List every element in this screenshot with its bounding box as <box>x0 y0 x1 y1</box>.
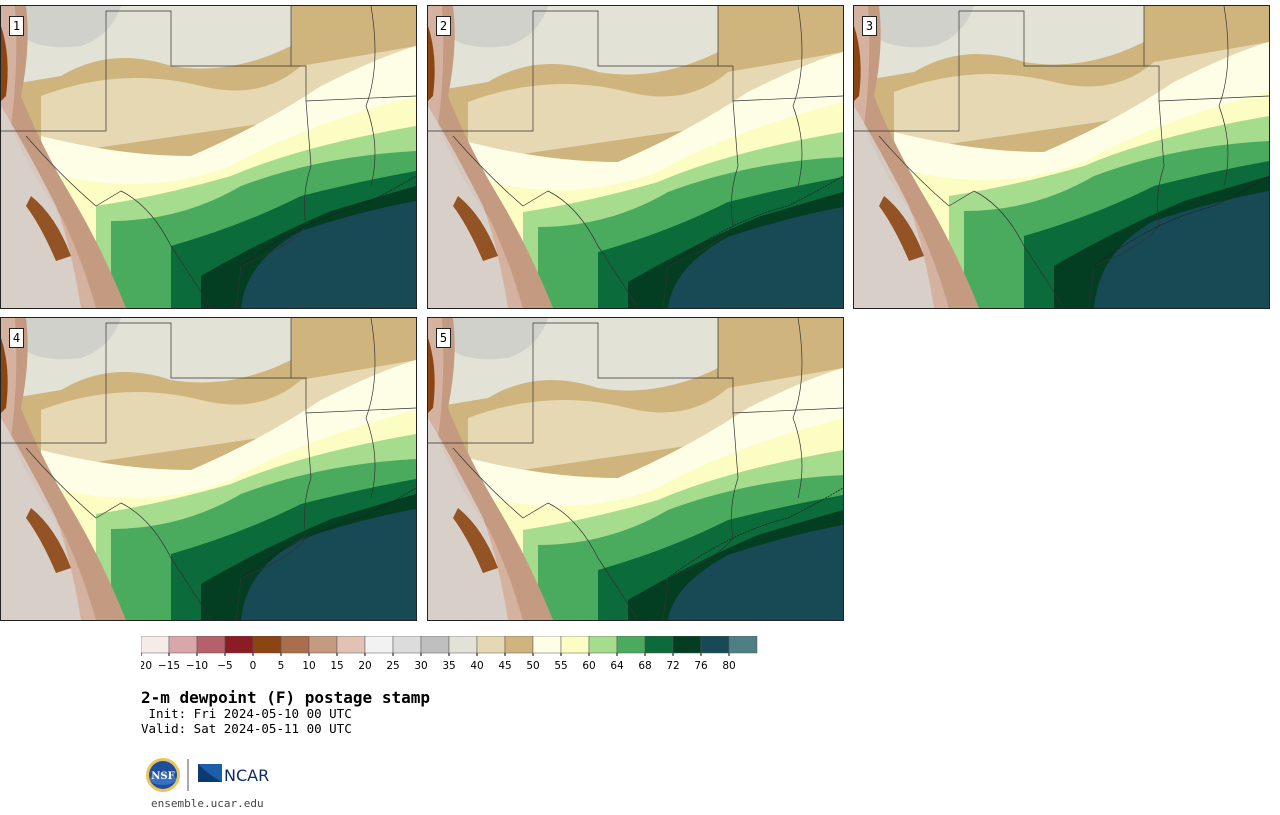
colorbar-tick-label: 72 <box>666 660 679 672</box>
colorbar-tick-label: −10 <box>186 660 208 672</box>
colorbar-bin <box>728 636 758 654</box>
dewpoint-map <box>428 6 843 308</box>
colorbar-tick-label: 40 <box>470 660 483 672</box>
colorbar-bin <box>308 636 338 654</box>
colorbar-bin <box>616 636 646 654</box>
colorbar-bin <box>392 636 422 654</box>
colorbar-tick-label: 35 <box>442 660 455 672</box>
colorbar: −20 −15 −10 −5 0 5 10 15 20 25 30 35 40 45 50 55 60 64 68 7… <box>141 636 758 672</box>
figure-title: 2-m dewpoint (F) postage stamp <box>141 688 430 707</box>
colorbar-tick-label: 15 <box>330 660 343 672</box>
panel-label: 4 <box>9 328 24 348</box>
colorbar-bin <box>672 636 702 654</box>
panel-label: 2 <box>436 16 451 36</box>
dewpoint-map <box>854 6 1269 308</box>
colorbar-bin <box>644 636 674 654</box>
colorbar-tick-label: 45 <box>498 660 511 672</box>
colorbar-bin <box>588 636 618 654</box>
colorbar-tick-label: 68 <box>638 660 651 672</box>
colorbar-tick-label: 10 <box>302 660 315 672</box>
colorbar-tick-label: 20 <box>358 660 371 672</box>
nsf-logo: NSF <box>146 758 180 792</box>
colorbar-bin <box>560 636 590 654</box>
colorbar-bin <box>700 636 730 654</box>
colorbar-tick-label: 0 <box>250 660 257 672</box>
dewpoint-map <box>1 318 416 620</box>
ncar-logo: NCAR <box>198 764 269 785</box>
colorbar-bin <box>336 636 366 654</box>
colorbar-bin <box>252 636 282 654</box>
colorbar-tick-label: 5 <box>278 660 285 672</box>
colorbar-bin <box>224 636 254 654</box>
ensemble-member-panel-1: 1 <box>0 5 417 309</box>
colorbar-bin <box>532 636 562 654</box>
colorbar-tick-label: −5 <box>217 660 232 672</box>
ensemble-member-panel-3: 3 <box>853 5 1270 309</box>
nsf-logo-text: NSF <box>151 771 174 782</box>
colorbar-bin <box>196 636 226 654</box>
valid-time: Valid: Sat 2024-05-11 00 UTC <box>141 721 352 736</box>
site-url: ensemble.ucar.edu <box>151 797 264 810</box>
ensemble-member-panel-4: 4 <box>0 317 417 621</box>
colorbar-bin <box>364 636 394 654</box>
dewpoint-map <box>428 318 843 620</box>
colorbar-tick-label: 64 <box>610 660 624 672</box>
colorbar-tick-label: 55 <box>554 660 567 672</box>
ensemble-member-panel-2: 2 <box>427 5 844 309</box>
colorbar-bin <box>476 636 506 654</box>
logos: NSF NCAR <box>146 758 269 792</box>
colorbar-tick-label: 30 <box>414 660 427 672</box>
colorbar-tick-label: 50 <box>526 660 539 672</box>
colorbar-tick-label: −20 <box>141 660 152 672</box>
panel-label: 3 <box>862 16 877 36</box>
colorbar-tick-label: 80 <box>722 660 735 672</box>
dewpoint-map <box>1 6 416 308</box>
colorbar-bin <box>141 636 170 654</box>
ensemble-member-panel-5: 5 <box>427 317 844 621</box>
colorbar-tick-label: 25 <box>386 660 399 672</box>
colorbar-bin <box>420 636 450 654</box>
ncar-logo-text: NCAR <box>224 766 269 785</box>
panel-label: 1 <box>9 16 24 36</box>
colorbar-tick-label: −15 <box>158 660 180 672</box>
colorbar-bin <box>504 636 534 654</box>
colorbar-bin <box>448 636 478 654</box>
colorbar-bin <box>168 636 198 654</box>
panel-label: 5 <box>436 328 451 348</box>
init-time: Init: Fri 2024-05-10 00 UTC <box>141 706 352 721</box>
colorbar-bin <box>280 636 310 654</box>
colorbar-tick-label: 60 <box>582 660 595 672</box>
colorbar-tick-label: 76 <box>694 660 708 672</box>
